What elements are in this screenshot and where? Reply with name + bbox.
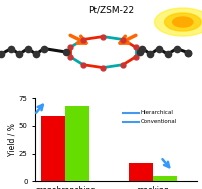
Text: Hierarchical: Hierarchical: [141, 110, 174, 115]
Text: Conventional: Conventional: [141, 119, 177, 124]
Circle shape: [155, 8, 202, 36]
Circle shape: [165, 13, 201, 31]
Bar: [153, 176, 177, 181]
Circle shape: [173, 17, 193, 27]
Bar: [65, 106, 89, 181]
Bar: [41, 116, 65, 181]
Text: Pt/ZSM-22: Pt/ZSM-22: [88, 5, 134, 14]
Y-axis label: Yield / %: Yield / %: [7, 123, 16, 156]
Bar: [129, 163, 153, 181]
